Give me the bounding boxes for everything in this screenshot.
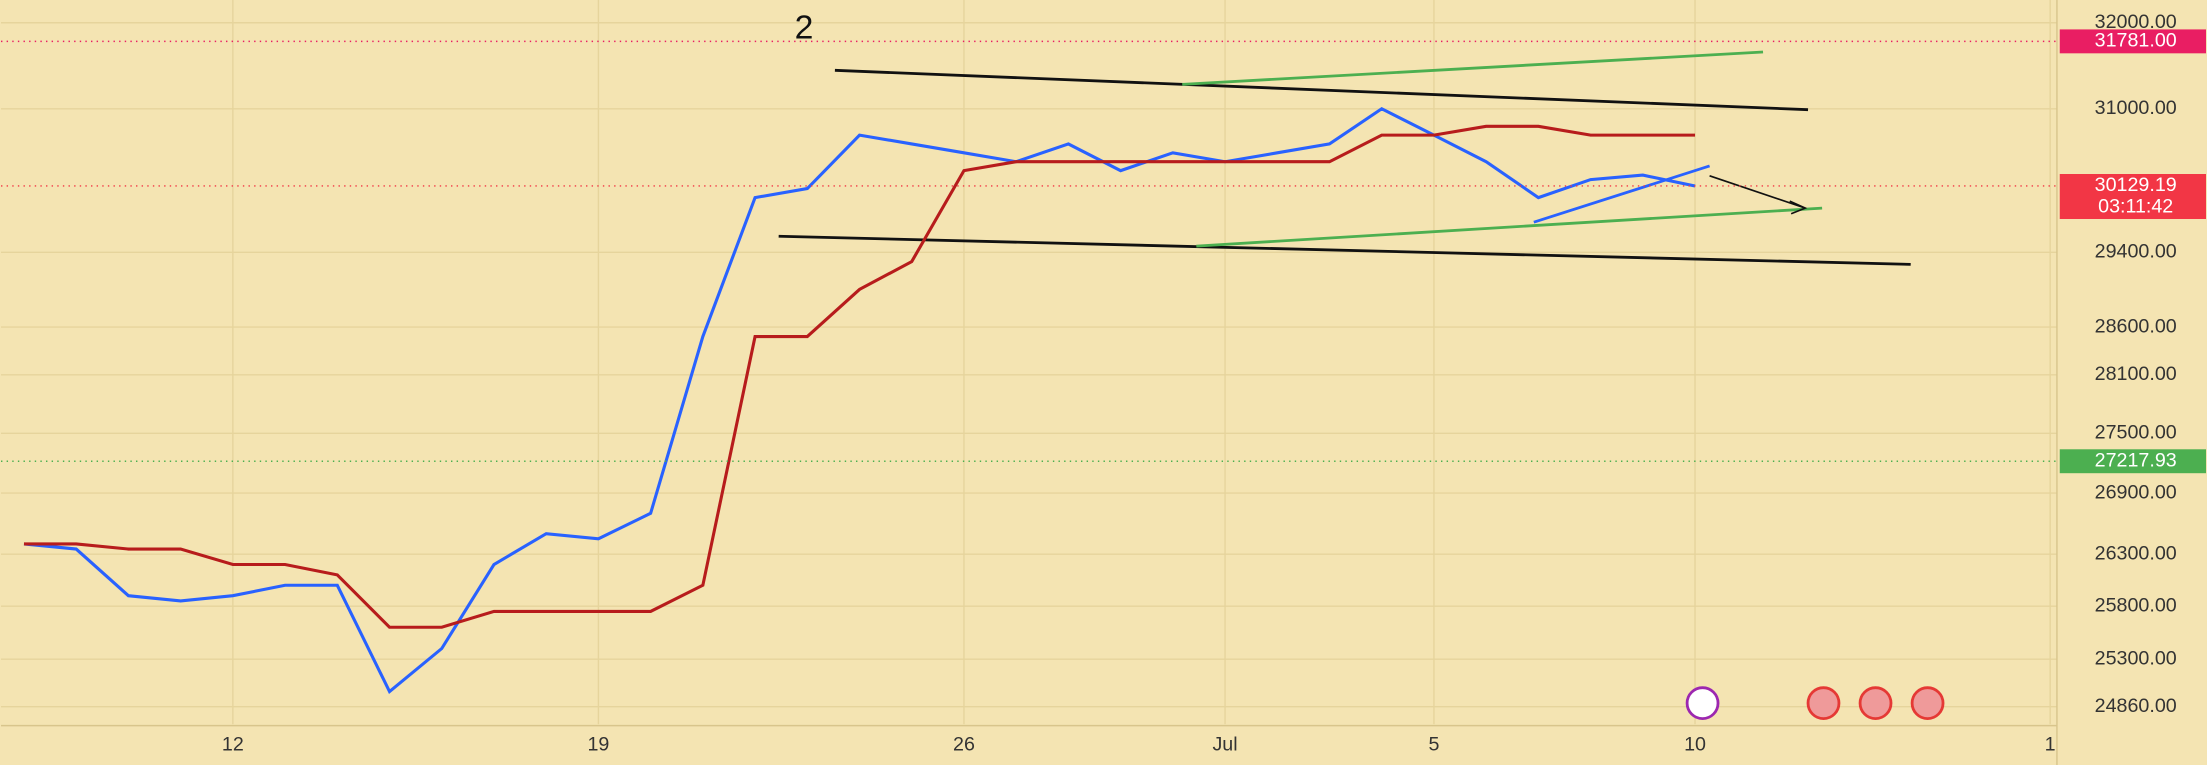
y-tick-label: 28100.00	[2095, 363, 2177, 385]
y-tick-label: 26300.00	[2095, 542, 2177, 564]
trend-line	[778, 234, 1911, 266]
countdown-label: 03:11:42	[2098, 195, 2173, 217]
x-tick-label: 10	[1684, 734, 1706, 756]
y-tick-label: 29400.00	[2095, 241, 2177, 263]
annotation: 2	[795, 8, 814, 46]
series-line	[23, 106, 1696, 694]
event-icon[interactable]	[1806, 686, 1841, 720]
x-tick-label: 19	[587, 734, 609, 756]
y-tick-label: 32000.00	[2095, 11, 2177, 33]
price-label-box	[2059, 449, 2206, 474]
price-label-box	[2059, 174, 2206, 220]
arrow	[1709, 174, 1806, 209]
icons	[1685, 686, 1945, 720]
y-tick-label: 31000.00	[2095, 97, 2177, 119]
y-tick-label: 25300.00	[2095, 647, 2177, 669]
channel-line	[1182, 50, 1764, 86]
trend-line	[834, 68, 1809, 112]
event-icon[interactable]	[1858, 686, 1893, 720]
y-tick-label: 26900.00	[2095, 481, 2177, 503]
y-tick-label: 28600.00	[2095, 315, 2177, 337]
grid	[0, 0, 2057, 725]
channel-line	[1196, 206, 1823, 248]
drawings	[778, 50, 1911, 266]
y-tick-label: 24860.00	[2095, 695, 2177, 717]
x-tick-label: Jul	[1212, 734, 1237, 756]
price-label: 27217.93	[2095, 449, 2177, 471]
y-tick-label: 27500.00	[2095, 422, 2177, 444]
x-tick-label: 1	[2045, 734, 2056, 756]
series-line	[23, 124, 1696, 629]
wedge-line	[1533, 164, 1711, 224]
arrow-head	[1789, 200, 1808, 215]
event-icon[interactable]	[1910, 686, 1945, 720]
y-tick-label: 25800.00	[2095, 594, 2177, 616]
price-label: 31781.00	[2095, 30, 2177, 52]
x-tick-label: 5	[1428, 734, 1439, 756]
price-label: 30129.19	[2095, 174, 2177, 196]
event-icon[interactable]	[1685, 686, 1720, 720]
price-label-box	[2059, 29, 2206, 54]
x-tick-label: 12	[222, 734, 244, 756]
x-tick-label: 26	[953, 734, 975, 756]
